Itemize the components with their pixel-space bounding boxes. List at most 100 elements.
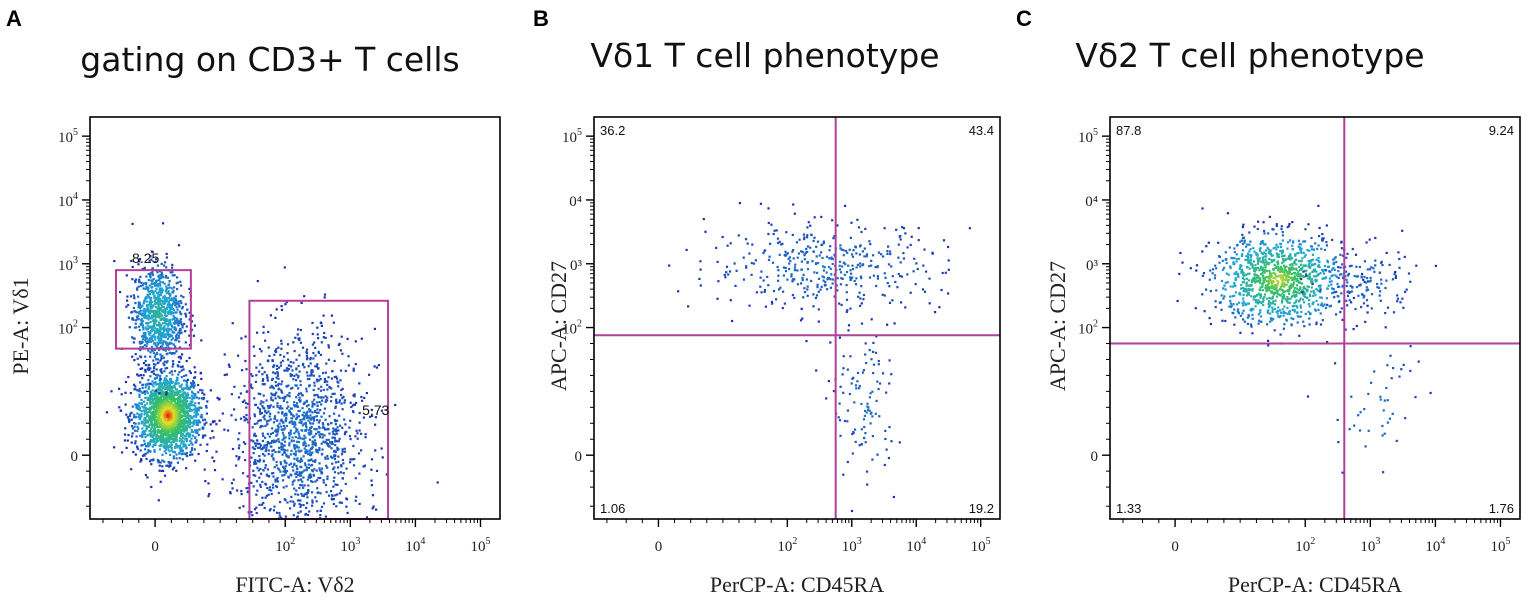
event-dot bbox=[828, 380, 830, 382]
event-dot bbox=[319, 419, 321, 421]
event-dot bbox=[320, 563, 322, 565]
event-dot bbox=[295, 476, 297, 478]
event-dot bbox=[151, 280, 153, 282]
event-dot bbox=[344, 433, 346, 435]
event-dot bbox=[234, 525, 236, 527]
event-dot bbox=[141, 282, 143, 284]
event-dot bbox=[191, 447, 193, 449]
event-dot bbox=[320, 403, 322, 405]
event-dot bbox=[142, 444, 144, 446]
event-dot bbox=[1335, 313, 1337, 315]
event-dot bbox=[829, 245, 831, 247]
event-dot bbox=[1258, 323, 1260, 325]
event-dot bbox=[353, 368, 355, 370]
event-dot bbox=[1208, 242, 1210, 244]
event-dot bbox=[873, 364, 875, 366]
event-dot bbox=[281, 309, 283, 311]
event-dot bbox=[948, 259, 950, 261]
event-dot bbox=[1303, 325, 1305, 327]
event-dot bbox=[134, 430, 136, 432]
event-dot bbox=[767, 207, 769, 209]
event-dot bbox=[394, 404, 396, 406]
event-dot bbox=[716, 298, 718, 300]
event-dot bbox=[1345, 279, 1347, 281]
event-dot bbox=[293, 375, 295, 377]
event-dot bbox=[319, 492, 321, 494]
event-dot bbox=[285, 465, 287, 467]
event-dot bbox=[199, 389, 201, 391]
event-dot bbox=[884, 227, 886, 229]
event-dot bbox=[339, 492, 341, 494]
event-dot bbox=[333, 503, 335, 505]
event-dot bbox=[896, 286, 898, 288]
event-dot bbox=[269, 415, 271, 417]
event-dot bbox=[254, 555, 256, 557]
event-dot bbox=[137, 358, 139, 360]
event-dot bbox=[328, 439, 330, 441]
event-dot bbox=[174, 339, 176, 341]
event-dot bbox=[342, 462, 344, 464]
event-dot bbox=[318, 426, 320, 428]
event-dot bbox=[300, 478, 302, 480]
event-dot bbox=[278, 441, 280, 443]
event-dot bbox=[760, 203, 762, 205]
event-dot bbox=[157, 283, 159, 285]
event-dot bbox=[275, 351, 277, 353]
event-dot bbox=[131, 419, 133, 421]
event-dot bbox=[143, 440, 145, 442]
event-dot bbox=[871, 415, 873, 417]
event-dot bbox=[159, 303, 161, 305]
event-dot bbox=[376, 470, 378, 472]
event-dot bbox=[298, 339, 300, 341]
event-dot bbox=[334, 458, 336, 460]
event-dot bbox=[235, 465, 237, 467]
event-dot bbox=[330, 525, 332, 527]
event-dot bbox=[872, 254, 874, 256]
event-dot bbox=[312, 502, 314, 504]
event-dot bbox=[858, 387, 860, 389]
event-dot bbox=[856, 219, 858, 221]
event-dot bbox=[756, 291, 758, 293]
event-dot bbox=[263, 395, 265, 397]
event-dot bbox=[376, 367, 378, 369]
event-dot bbox=[288, 392, 290, 394]
event-dot bbox=[822, 275, 824, 277]
event-dot bbox=[730, 299, 732, 301]
event-dot bbox=[296, 526, 298, 528]
event-dot bbox=[222, 412, 224, 414]
event-dot bbox=[846, 284, 848, 286]
event-dot bbox=[278, 447, 280, 449]
event-dot bbox=[138, 326, 140, 328]
event-dot bbox=[337, 472, 339, 474]
event-dot bbox=[313, 420, 315, 422]
event-dot bbox=[146, 476, 148, 478]
event-dot bbox=[293, 463, 295, 465]
event-dot bbox=[179, 437, 181, 439]
event-dot bbox=[174, 326, 176, 328]
event-dot bbox=[328, 495, 330, 497]
event-dot bbox=[144, 312, 146, 314]
event-dot bbox=[283, 425, 285, 427]
event-dot bbox=[224, 353, 226, 355]
event-dot bbox=[328, 359, 330, 361]
event-dot bbox=[852, 377, 854, 379]
event-dot bbox=[826, 256, 828, 258]
event-dot bbox=[313, 394, 315, 396]
event-dot bbox=[1290, 323, 1292, 325]
event-dot bbox=[328, 386, 330, 388]
event-dot bbox=[922, 288, 924, 290]
event-dot bbox=[171, 291, 173, 293]
event-dot bbox=[343, 419, 345, 421]
event-dot bbox=[866, 484, 868, 486]
event-dot bbox=[333, 322, 335, 324]
event-dot bbox=[148, 317, 150, 319]
event-dot bbox=[825, 397, 827, 399]
event-dot bbox=[321, 552, 323, 554]
event-dot bbox=[272, 360, 274, 362]
event-dot bbox=[888, 382, 890, 384]
event-dot bbox=[139, 303, 141, 305]
event-dot bbox=[801, 277, 803, 279]
event-dot bbox=[866, 406, 868, 408]
event-dot bbox=[276, 461, 278, 463]
event-dot bbox=[127, 440, 129, 442]
